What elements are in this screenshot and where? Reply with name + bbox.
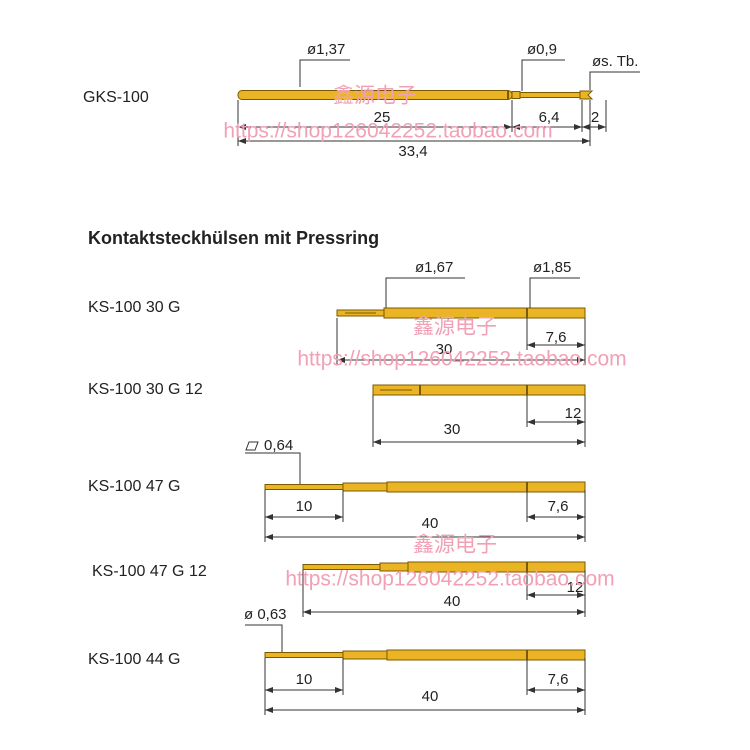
part-label: KS-100 47 G xyxy=(88,478,181,495)
dimension-text: 7,6 xyxy=(548,671,569,688)
dimension-text: 30 xyxy=(444,421,461,438)
dimension-text: 40 xyxy=(422,688,439,705)
pin-segment xyxy=(407,561,586,573)
dimension-text: 10 xyxy=(296,671,313,688)
watermark: https://shop126042252.taobao.com xyxy=(285,568,614,591)
dimension-text: 40 xyxy=(444,593,461,610)
pin-segment xyxy=(264,484,344,490)
part-label: KS-100 30 G xyxy=(88,299,181,316)
dimension-text: ø1,85 xyxy=(533,259,571,276)
pin-segment xyxy=(511,91,521,99)
dimension-text: 2 xyxy=(591,109,599,126)
leader-line xyxy=(521,59,565,91)
dimension-text: 25 xyxy=(374,109,391,126)
part-label: KS-100 30 G 12 xyxy=(88,381,203,398)
dimension-text: øs. Tb. xyxy=(592,53,638,70)
watermark: https://shop126042252.taobao.com xyxy=(297,348,626,371)
part-label: KS-100 47 G 12 xyxy=(92,563,207,580)
watermark: https://shop126042252.taobao.com xyxy=(223,120,552,143)
watermark: 鑫源电子 xyxy=(413,534,497,557)
pin-segment xyxy=(342,650,388,660)
dimension-text: 6,4 xyxy=(539,109,560,126)
leader-line xyxy=(245,452,301,484)
crown-tip xyxy=(579,90,594,100)
part-label: GKS-100 xyxy=(83,89,149,106)
part-label: KS-100 44 G xyxy=(88,651,181,668)
dimension-text: 7,6 xyxy=(546,329,567,346)
dimension-text: 7,6 xyxy=(548,498,569,515)
leader-line xyxy=(589,71,640,90)
dimension-text: ø0,9 xyxy=(527,41,557,58)
pin-segment xyxy=(372,384,586,396)
pin-segment xyxy=(386,649,586,661)
dimension-text: ø 0,63 xyxy=(244,606,287,623)
leader-line xyxy=(529,277,580,308)
pin-segment xyxy=(386,481,586,493)
watermark: 鑫源电子 xyxy=(333,85,417,108)
section-title: Kontaktsteckhülsen mit Pressring xyxy=(88,228,379,248)
dimension-text: 33,4 xyxy=(398,143,427,160)
pin-segment xyxy=(342,482,388,492)
dimension-text: 10 xyxy=(296,498,313,515)
pin-segment xyxy=(264,652,344,658)
dimension-text: ø1,67 xyxy=(415,259,453,276)
watermark: 鑫源电子 xyxy=(413,316,497,339)
leader-line xyxy=(385,277,465,308)
dimension-text: 12 xyxy=(565,405,582,422)
dimension-text: 40 xyxy=(422,515,439,532)
pin-segment xyxy=(383,307,586,319)
symbol xyxy=(245,441,259,451)
drawing xyxy=(237,59,640,715)
pin-segment xyxy=(519,92,581,98)
dimension-text: 12 xyxy=(567,579,584,596)
leader-line xyxy=(245,624,283,652)
leader-line xyxy=(299,59,350,87)
dimension-text: 30 xyxy=(436,341,453,358)
dimension-text: 0,64 xyxy=(264,437,293,454)
dimension-text: ø1,37 xyxy=(307,41,345,58)
